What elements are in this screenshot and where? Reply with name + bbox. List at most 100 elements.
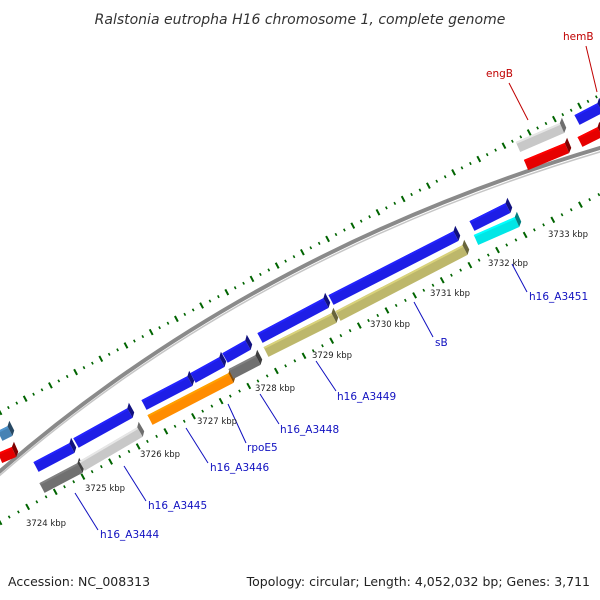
kbp-label: 3727 kbp (197, 417, 237, 427)
tick-mark-outer (191, 308, 195, 312)
gene-feature-left-edge-red-edge (2, 441, 19, 464)
gene-feature-engb (515, 117, 567, 153)
tick-mark-outer (519, 135, 523, 139)
tick-mark-outer (501, 142, 507, 150)
gene-label: engB (486, 68, 513, 80)
kbp-label: 3725 kbp (85, 484, 125, 494)
tick-mark-inner (218, 397, 224, 405)
gene-label: h16_A3451 (529, 291, 588, 303)
gene-feature-h16-a3448-strand-face (222, 340, 251, 363)
tick-mark-outer (32, 392, 35, 396)
gene-feature-rpoe5-face (228, 355, 261, 379)
tick-mark-inner (542, 223, 545, 227)
tick-mark-outer (22, 395, 28, 402)
tick-mark-outer (334, 232, 338, 237)
gene-feature-sb-strand-highlight (328, 231, 455, 297)
gene-feature-engb-red-face (523, 142, 570, 171)
tick-mark-inner (578, 201, 583, 208)
tick-mark-outer (325, 235, 330, 243)
tick-mark-inner (52, 488, 58, 496)
gene-feature-h16-a3444-highlight (39, 463, 79, 485)
tick-mark-inner (514, 238, 518, 242)
tick-mark-inner (550, 216, 556, 224)
tick-mark-outer (183, 312, 187, 316)
backbone-line-highlight (0, 151, 600, 477)
kbp-label: 3724 kbp (26, 519, 66, 529)
tick-mark-inner (459, 268, 463, 272)
gene-feature-hemb-strand-face (574, 103, 600, 125)
gene-label: h16_A3446 (210, 462, 269, 474)
gene-feature-engb-red-highlight (523, 142, 566, 162)
tick-mark-inner (486, 253, 490, 257)
tick-mark-outer (107, 352, 111, 356)
leader-line (511, 263, 528, 293)
gene-feature-h16-a3445-strand (73, 402, 135, 448)
gene-feature-rpoe5-highlight (228, 355, 257, 371)
genome-summary-text: Topology: circular; Length: 4,052,032 bp… (246, 574, 590, 589)
leader-line (585, 45, 598, 93)
tick-mark-outer (166, 321, 170, 325)
tick-mark-outer (309, 246, 313, 250)
gene-features (0, 97, 600, 493)
label-leader-lines (74, 45, 598, 531)
tick-mark-outer (400, 195, 406, 203)
gene-feature-h16-a3451-strand-highlight (469, 203, 507, 223)
tick-mark-inner (210, 404, 214, 408)
tick-mark-inner (146, 439, 149, 444)
tick-mark-inner (311, 349, 315, 353)
gene-feature-engb-edge (520, 117, 567, 153)
tick-mark-inner (0, 519, 3, 526)
tick-mark-inner (155, 434, 158, 438)
tick-mark-inner (90, 470, 94, 474)
tick-mark-inner (321, 344, 324, 348)
gene-label: sB (435, 337, 448, 349)
tick-mark-inner (422, 288, 426, 292)
gene-feature-h16-a3446 (147, 367, 236, 425)
tick-mark-outer (368, 215, 371, 219)
tick-marks (0, 95, 600, 526)
tick-mark-outer (98, 355, 104, 363)
gene-feature-h16-a3445-strand-edge (78, 402, 135, 448)
gene-feature-hemb-strand (574, 97, 600, 125)
tick-mark-inner (191, 412, 196, 420)
gene-feature-h16-a3446-strand (141, 370, 195, 410)
gene-feature-hemb-face (577, 127, 600, 147)
gene-feature-h16-a3451-face (473, 216, 520, 246)
leader-line (508, 82, 529, 121)
tick-mark-inner (505, 243, 509, 247)
tick-mark-inner (44, 495, 48, 499)
gene-feature-h16-a3444-face (39, 463, 83, 493)
map-title: Ralstonia eutropha H16 chromosome 1, com… (95, 12, 506, 28)
kbp-labels: 3724 kbp 3725 kbp 3726 kbp 3727 kbp 3728 kbp… (26, 230, 588, 529)
tick-mark-outer (526, 129, 532, 136)
tick-mark-outer (15, 401, 19, 405)
tick-mark-inner (477, 258, 481, 262)
tick-mark-inner (228, 394, 232, 398)
kbp-label: 3731 kbp (430, 289, 470, 299)
kbp-label: 3729 kbp (312, 351, 352, 361)
gene-feature-engb-red-edge (528, 137, 572, 171)
gene-feature-h16-a3445-face (79, 427, 143, 471)
tick-mark-outer (0, 409, 3, 416)
gene-feature-left-edge-highlight (0, 426, 9, 433)
gene-feature-h16-a3449-face (263, 313, 337, 357)
gene-feature-h16-a3446-face (147, 373, 234, 425)
tick-mark-inner (182, 419, 186, 423)
gene-feature-h16-a3449 (263, 307, 339, 357)
kbp-label: 3732 kbp (488, 259, 528, 269)
gene-feature-sb (335, 239, 470, 321)
gene-feature-hemb-edge (582, 121, 600, 147)
tick-mark-inner (532, 228, 536, 232)
gene-feature-h16-a3445-edge (84, 421, 145, 471)
gene-feature-hemb-strand-highlight (574, 103, 599, 117)
tick-mark-inner (238, 389, 241, 393)
tick-mark-outer (359, 219, 363, 223)
tick-mark-inner (367, 318, 370, 323)
tick-mark-outer (208, 299, 212, 303)
tick-mark-inner (560, 213, 564, 217)
gene-feature-h16-a3448-strand (222, 334, 253, 363)
tick-mark-outer (393, 201, 397, 206)
tick-mark-inner (293, 359, 297, 363)
tick-mark-inner (80, 473, 86, 480)
tick-mark-inner (450, 273, 453, 277)
